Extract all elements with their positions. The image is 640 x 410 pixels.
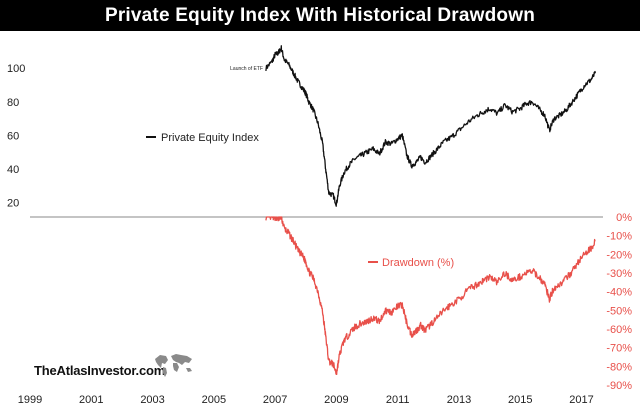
drawdown-y-tick-label: -50% xyxy=(606,305,632,317)
x-tick-label: 2017 xyxy=(569,394,593,406)
index-y-tick-label: 60 xyxy=(7,130,19,142)
annotations: Launch of ETF xyxy=(230,66,263,72)
index-legend-label: Private Equity Index xyxy=(161,132,259,144)
index-y-tick-label: 20 xyxy=(7,198,19,210)
drawdown-legend-label: Drawdown (%) xyxy=(382,257,454,269)
x-tick-label: 2013 xyxy=(447,394,471,406)
x-tick-label: 2011 xyxy=(386,394,410,406)
annotation-label: Launch of ETF xyxy=(230,66,263,72)
x-tick-label: 2015 xyxy=(508,394,532,406)
x-tick-label: 2003 xyxy=(140,394,164,406)
x-tick-label: 2001 xyxy=(79,394,103,406)
index-line xyxy=(265,45,596,207)
drawdown-y-tick-label: -90% xyxy=(606,380,632,392)
drawdown-line xyxy=(265,216,596,376)
index-y-tick-label: 100 xyxy=(7,63,25,75)
index-y-tick-label: 80 xyxy=(7,97,19,109)
drawdown-y-tick-label: -10% xyxy=(606,231,632,243)
drawdown-y-tick-label: 0% xyxy=(616,212,632,224)
drawdown-y-tick-label: -80% xyxy=(606,361,632,373)
index-y-axis: 20 40 60 80 100 xyxy=(7,63,25,209)
drawdown-y-tick-label: -60% xyxy=(606,324,632,336)
x-tick-label: 1999 xyxy=(18,394,42,406)
drawdown-y-tick-label: -40% xyxy=(606,287,632,299)
chart-title: Private Equity Index With Historical Dra… xyxy=(104,5,536,26)
drawdown-y-tick-label: -20% xyxy=(606,249,632,261)
x-tick-label: 2005 xyxy=(202,394,226,406)
index-y-tick-label: 40 xyxy=(7,164,19,176)
x-axis: 1999 2001 2003 2005 2007 2009 2011 2013 2015 2017 xyxy=(18,394,594,406)
x-tick-label: 2009 xyxy=(324,394,348,406)
index-series xyxy=(265,45,596,207)
drawdown-series xyxy=(265,216,596,376)
drawdown-y-axis: 0% -10% -20% -30% -40% -50% -60% -70% -80% -90% xyxy=(606,212,632,392)
drawdown-y-tick-label: -30% xyxy=(606,268,632,280)
x-tick-label: 2007 xyxy=(263,394,287,406)
legends: Private Equity Index Drawdown (%) xyxy=(146,132,454,269)
chart-canvas: 20 40 60 80 100 0% -10% -20% -30% -40% -50% -60% -7… xyxy=(7,45,632,406)
world-map-icon xyxy=(155,354,192,377)
drawdown-y-tick-label: -70% xyxy=(606,343,632,355)
title-bar xyxy=(0,0,640,31)
brand-text: TheAtlasInvestor.com xyxy=(34,363,166,378)
